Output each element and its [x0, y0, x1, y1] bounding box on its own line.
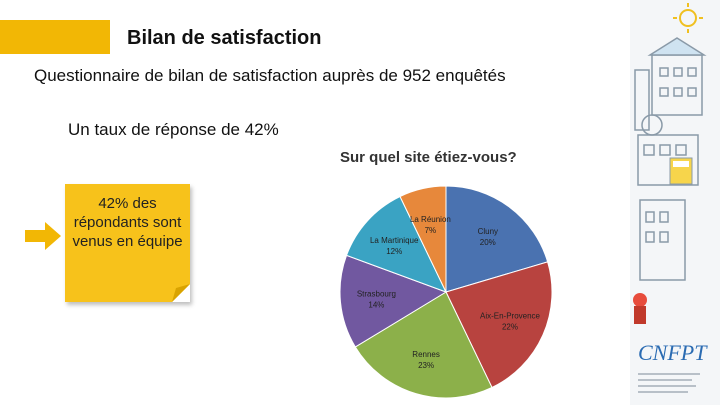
- page-title: Bilan de satisfaction: [127, 27, 322, 49]
- pie-label-aix-en-provence: Aix-En-Provence 22%: [480, 311, 541, 331]
- pie-slice-rennes: [354, 291, 493, 399]
- survey-description: Questionnaire de bilan de satisfaction a…: [34, 66, 506, 85]
- calculator-icon: [669, 157, 693, 185]
- logo-brand: CNFPT: [638, 340, 708, 365]
- page-fold-icon: [172, 284, 190, 302]
- title-accent-bar: [0, 20, 110, 54]
- pie-slice-la-r-union: [399, 185, 447, 293]
- pie-slice-aix-en-provence: [445, 261, 553, 389]
- sun-icon: [673, 3, 703, 33]
- title-background: [110, 20, 332, 54]
- pie-label-rennes: Rennes 23%: [412, 350, 440, 370]
- pie-label-strasbourg: Strasbourg 14%: [357, 290, 396, 310]
- chart-title: Sur quel site étiez-vous?: [340, 149, 517, 166]
- pie-label-la-martinique: La Martinique 12%: [370, 236, 419, 256]
- callout-text: 42% des répondants sont venus en équipe: [72, 195, 183, 250]
- arrow-right-icon: [25, 222, 61, 250]
- pie-chart: Cluny 20% Aix-En-Provence 22% Rennes 23% Stras…: [339, 185, 553, 399]
- pie-slice-cluny: [445, 185, 549, 293]
- cnfpt-logo: CNFPT: [635, 340, 715, 398]
- response-rate: Un taux de réponse de 42%: [68, 120, 279, 139]
- pie-label-cluny: Cluny 20%: [478, 227, 498, 247]
- sidebar-illustration: CNFPT: [630, 0, 720, 405]
- buildings-illustration: [634, 37, 707, 281]
- person-icon: [633, 293, 647, 324]
- pie-slice-la-martinique: [345, 195, 447, 293]
- pie-label-la-r-union: La Réunion 7%: [410, 215, 451, 235]
- callout-note: 42% des répondants sont venus en équipe: [65, 184, 190, 302]
- pie-slice-strasbourg: [339, 254, 448, 348]
